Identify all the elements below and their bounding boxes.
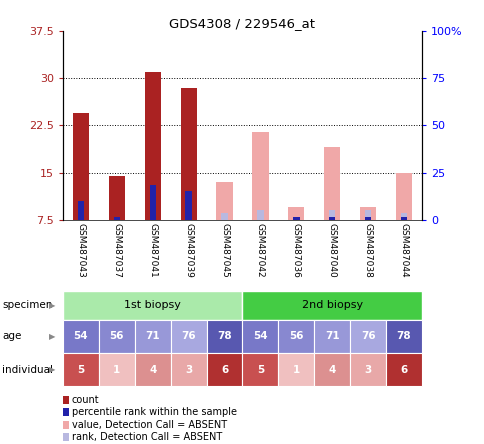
Text: 4: 4	[328, 365, 335, 375]
Bar	[144, 72, 161, 220]
Text: GSM487045: GSM487045	[220, 223, 228, 278]
Bar	[221, 214, 227, 220]
Text: GSM487043: GSM487043	[76, 223, 85, 278]
Bar	[185, 191, 192, 220]
Bar	[170, 353, 206, 386]
Text: 1st biopsy: 1st biopsy	[124, 300, 181, 310]
Bar	[278, 353, 314, 386]
Title: GDS4308 / 229546_at: GDS4308 / 229546_at	[169, 17, 315, 30]
Bar	[314, 320, 349, 353]
Bar	[206, 353, 242, 386]
Text: 3: 3	[364, 365, 371, 375]
Text: rank, Detection Call = ABSENT: rank, Detection Call = ABSENT	[72, 432, 222, 442]
Text: specimen: specimen	[2, 300, 53, 310]
Bar	[278, 320, 314, 353]
Bar	[385, 353, 421, 386]
Text: count: count	[72, 395, 99, 405]
Bar	[400, 217, 407, 220]
Text: age: age	[2, 331, 22, 341]
Bar	[328, 210, 335, 220]
Text: GSM487041: GSM487041	[148, 223, 157, 278]
Bar	[349, 353, 385, 386]
Bar	[328, 217, 335, 220]
Text: 5: 5	[257, 365, 263, 375]
Bar	[99, 353, 135, 386]
Bar	[135, 320, 170, 353]
Bar	[99, 320, 135, 353]
Text: 56: 56	[109, 331, 124, 341]
Text: 6: 6	[221, 365, 227, 375]
Bar	[63, 353, 99, 386]
Text: 6: 6	[400, 365, 407, 375]
Text: GSM487039: GSM487039	[184, 223, 193, 278]
Bar	[73, 113, 89, 220]
Bar	[385, 320, 421, 353]
Bar	[135, 353, 170, 386]
Text: 54: 54	[74, 331, 88, 341]
Text: GSM487044: GSM487044	[399, 223, 408, 278]
Bar	[63, 320, 99, 353]
Bar	[242, 320, 278, 353]
Bar	[63, 291, 242, 320]
Text: 2nd biopsy: 2nd biopsy	[301, 300, 362, 310]
Text: 71: 71	[324, 331, 339, 341]
Bar	[206, 320, 242, 353]
Text: ▶: ▶	[49, 301, 56, 310]
Text: GSM487042: GSM487042	[256, 223, 264, 278]
Bar	[108, 176, 125, 220]
Bar	[257, 210, 263, 220]
Bar	[359, 207, 376, 220]
Text: GSM487040: GSM487040	[327, 223, 336, 278]
Bar	[292, 217, 299, 220]
Text: percentile rank within the sample: percentile rank within the sample	[72, 408, 236, 417]
Text: 71: 71	[145, 331, 160, 341]
Text: 76: 76	[181, 331, 196, 341]
Text: 78: 78	[396, 331, 410, 341]
Bar	[170, 320, 206, 353]
Bar	[287, 207, 304, 220]
Text: ▶: ▶	[49, 365, 56, 374]
Text: GSM487037: GSM487037	[112, 223, 121, 278]
Bar	[149, 185, 156, 220]
Bar	[323, 147, 340, 220]
Text: ▶: ▶	[49, 332, 56, 341]
Bar	[77, 201, 84, 220]
Text: 54: 54	[253, 331, 267, 341]
Bar	[242, 291, 421, 320]
Bar	[314, 353, 349, 386]
Text: value, Detection Call = ABSENT: value, Detection Call = ABSENT	[72, 420, 227, 430]
Bar	[349, 320, 385, 353]
Bar	[252, 132, 268, 220]
Text: 76: 76	[360, 331, 375, 341]
Text: 3: 3	[185, 365, 192, 375]
Bar	[400, 214, 407, 220]
Bar	[364, 210, 371, 220]
Text: 1: 1	[292, 365, 299, 375]
Bar	[180, 88, 197, 220]
Text: GSM487038: GSM487038	[363, 223, 372, 278]
Text: individual: individual	[2, 365, 53, 375]
Bar	[216, 182, 232, 220]
Text: GSM487036: GSM487036	[291, 223, 300, 278]
Bar	[113, 217, 120, 220]
Text: 4: 4	[149, 365, 156, 375]
Text: 78: 78	[217, 331, 231, 341]
Text: 56: 56	[288, 331, 303, 341]
Bar	[395, 173, 411, 220]
Bar	[364, 217, 371, 220]
Text: 5: 5	[77, 365, 84, 375]
Text: 1: 1	[113, 365, 120, 375]
Bar	[242, 353, 278, 386]
